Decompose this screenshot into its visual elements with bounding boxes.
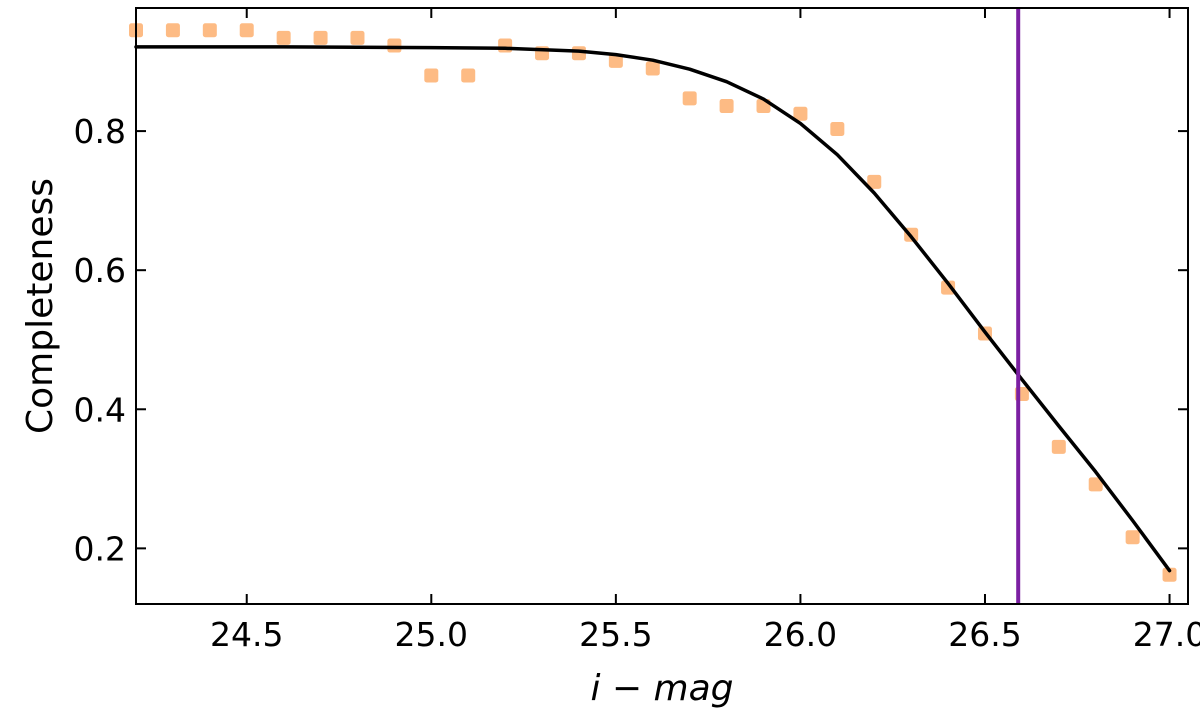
x-tick-label: 26.5 [948,615,1021,654]
data-point [1162,567,1177,582]
fit-curves [134,45,1172,573]
y-tick-label: 0.2 [74,529,126,568]
fit-curve [134,45,1172,573]
x-axis-label: i − mag [590,668,733,709]
data-point [350,30,365,45]
x-tick-label: 24.5 [210,615,283,654]
data-point [461,68,476,83]
y-axis-label: Completeness [20,178,61,434]
data-point [1088,477,1103,492]
data-point [1051,439,1066,454]
data-point [239,23,254,38]
y-tick-label: 0.8 [74,112,126,151]
data-point [645,61,660,76]
data-point [830,122,845,137]
x-tick-label: 25.0 [395,615,468,654]
data-point [867,174,882,189]
x-tick-label: 26.0 [764,615,837,654]
data-point [165,23,180,38]
x-tick-label: 25.5 [579,615,652,654]
data-point [719,99,734,114]
y-tick-labels: 0.2 0.4 0.6 0.8 [74,112,126,568]
x-tick-label: 27.0 [1133,615,1200,654]
data-point [202,23,217,38]
data-point [1125,530,1140,545]
data-point [313,30,328,45]
data-point [424,68,439,83]
data-point [276,30,291,45]
y-tick-label: 0.6 [74,251,126,290]
data-point [941,280,956,295]
x-tick-labels: 24.5 25.0 25.5 26.0 26.5 27.0 [210,615,1200,654]
y-tick-label: 0.4 [74,390,126,429]
data-point [682,91,697,106]
data-point [387,38,402,53]
data-point [793,106,808,121]
plot-frame [135,7,1189,605]
data-point [498,38,513,53]
axis-ticks [136,8,1188,604]
data-point [608,53,623,68]
